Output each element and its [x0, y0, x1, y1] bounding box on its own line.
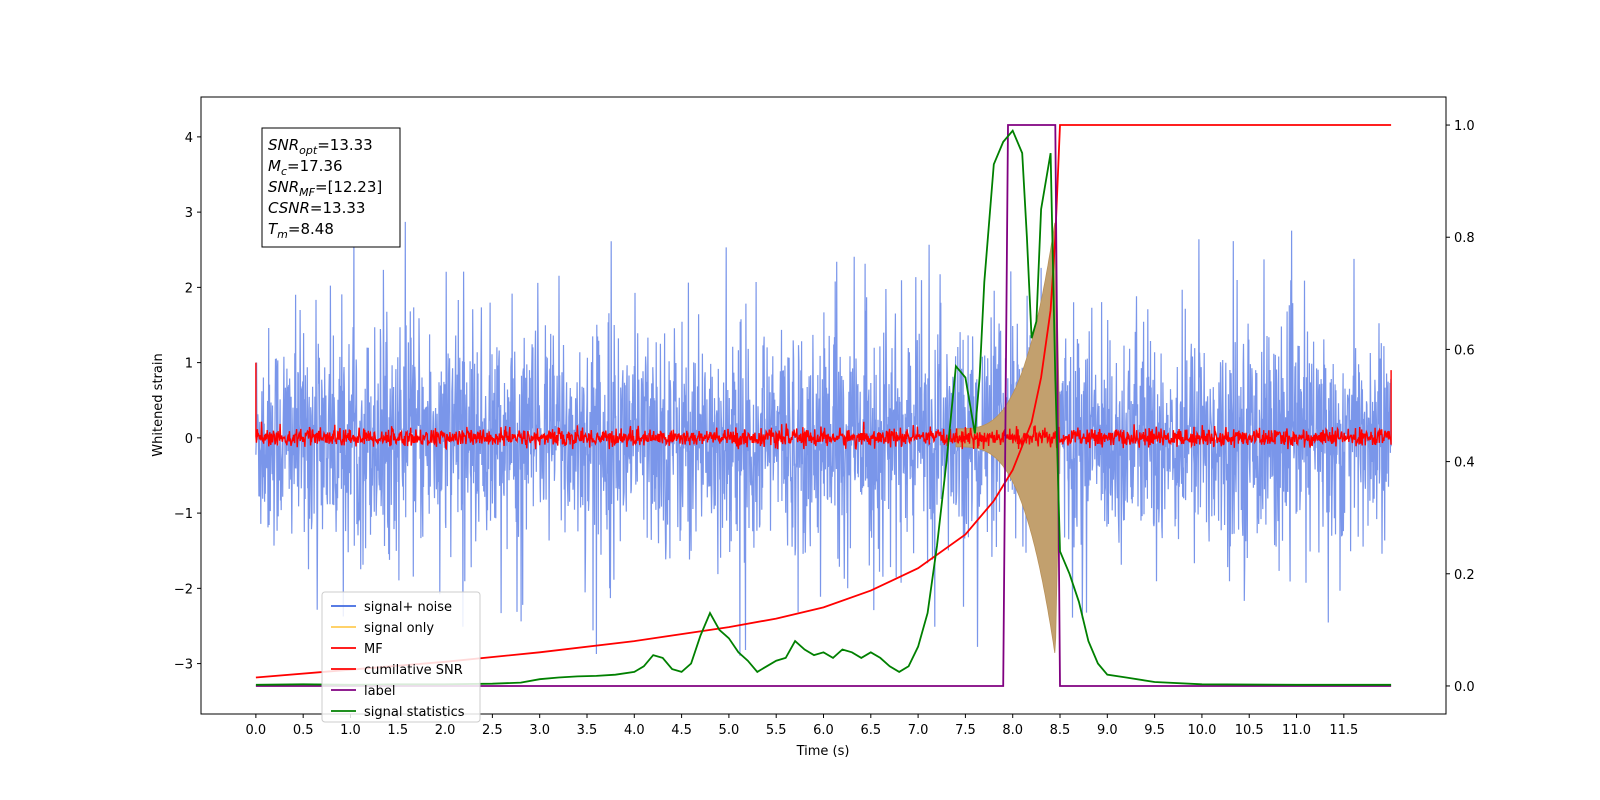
y-tick-label: 3	[185, 206, 193, 221]
series-mf	[255, 362, 1392, 451]
x-axis-ticks: 0.0 0.5 1.0 1.5 2.0 2.5 3.0 3.5 4.0 4.5 5.0 5.5 6.0 6…	[246, 714, 1358, 738]
x-tick-label: 3.0	[529, 723, 550, 738]
annotation-line: CSNR=13.33	[268, 199, 365, 217]
y-tick-label: 0	[185, 432, 193, 447]
annotation-box: SNRopt=13.33Mc=17.36SNRMF=[12.23]CSNR=13…	[261, 127, 401, 248]
x-tick-label: 9.0	[1097, 723, 1118, 738]
x-tick-label: 4.5	[671, 723, 692, 738]
legend-label: cumilative SNR	[364, 663, 463, 678]
plot-area	[255, 124, 1392, 687]
x-tick-label: 11.5	[1329, 723, 1358, 738]
legend-label: label	[364, 684, 395, 699]
x-tick-label: 0.0	[246, 723, 267, 738]
x-tick-label: 5.0	[719, 723, 740, 738]
legend-frame	[321, 591, 481, 723]
y-tick-label: −2	[174, 582, 193, 597]
y2-axis-ticks: 0.0 0.2 0.4 0.6 0.8 1.0	[1446, 119, 1475, 695]
x-tick-label: 8.5	[1050, 723, 1071, 738]
y2-tick-label: 0.8	[1454, 231, 1475, 246]
x-tick-label: 3.5	[577, 723, 598, 738]
y-tick-label: −3	[174, 658, 193, 673]
x-tick-label: 10.0	[1187, 723, 1216, 738]
x-tick-label: 10.5	[1235, 723, 1264, 738]
x-tick-label: 11.0	[1282, 723, 1311, 738]
annotation-line: Mc=17.36	[268, 157, 343, 178]
annotation-line: SNRopt=13.33	[268, 136, 373, 157]
x-tick-label: 1.5	[387, 723, 408, 738]
y-tick-label: 4	[185, 131, 193, 146]
x-tick-label: 9.5	[1144, 723, 1165, 738]
x-tick-label: 2.5	[482, 723, 503, 738]
y2-tick-label: 0.0	[1454, 680, 1475, 695]
mf-layer	[255, 362, 1392, 451]
legend-label: signal statistics	[364, 705, 465, 720]
x-tick-label: 0.5	[293, 723, 314, 738]
y-tick-label: 1	[185, 357, 193, 372]
x-tick-label: 5.5	[766, 723, 787, 738]
legend-label: signal+ noise	[364, 600, 452, 615]
x-tick-label: 7.5	[955, 723, 976, 738]
y2-tick-label: 0.2	[1454, 568, 1475, 583]
y2-tick-label: 1.0	[1454, 119, 1475, 134]
x-tick-label: 6.0	[813, 723, 834, 738]
x-axis-label: Time (s)	[796, 744, 850, 759]
annotation-line: Tm=8.48	[268, 220, 334, 241]
y-tick-label: 2	[185, 281, 193, 296]
legend: signal+ noise signal only MF cumilative SNR…	[321, 591, 481, 723]
x-tick-label: 4.0	[624, 723, 645, 738]
y2-tick-label: 0.6	[1454, 343, 1475, 358]
series-signal-statistics	[255, 129, 1392, 686]
y-tick-label: −1	[174, 507, 193, 522]
x-tick-label: 1.0	[340, 723, 361, 738]
legend-label: signal only	[364, 621, 434, 636]
right-axis-series-layer	[255, 124, 1392, 687]
x-tick-label: 2.0	[435, 723, 456, 738]
x-tick-label: 8.0	[1002, 723, 1023, 738]
series-label	[255, 124, 1392, 687]
x-tick-label: 7.0	[908, 723, 929, 738]
legend-label: MF	[364, 642, 383, 657]
y-axis-label: Whitened strain	[151, 353, 166, 456]
series-cumilative-snr	[255, 124, 1392, 679]
x-tick-label: 6.5	[860, 723, 881, 738]
annotation-line: SNRMF=[12.23]	[268, 178, 382, 199]
y-axis-ticks: −3 −2 −1 0 1 2 3 4	[174, 131, 201, 673]
annotation-box-frame	[261, 127, 401, 248]
y2-tick-label: 0.4	[1454, 456, 1475, 471]
